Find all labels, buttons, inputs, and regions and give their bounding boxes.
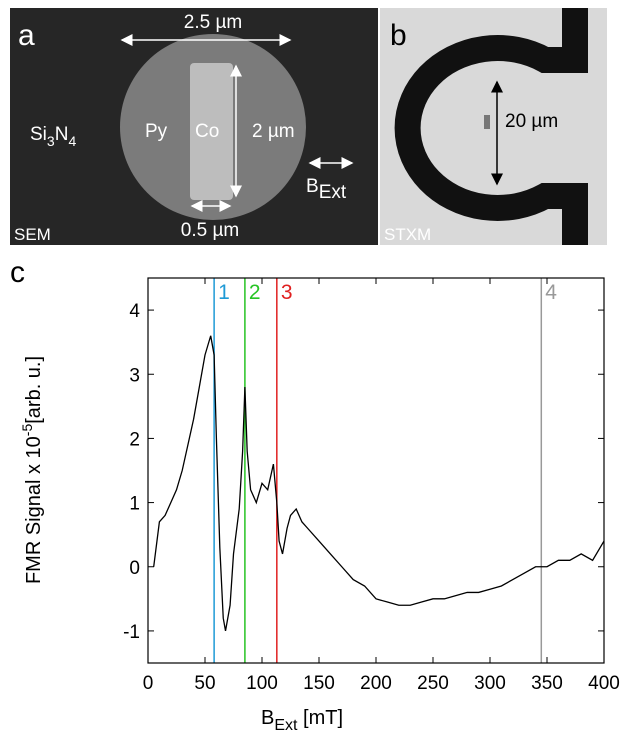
- x-tick-label: 250: [417, 673, 449, 694]
- y-tick-label: 3: [129, 365, 140, 386]
- data-line: [153, 335, 605, 632]
- y-tick-label: 4: [129, 301, 140, 322]
- x-tick-label: 100: [246, 673, 278, 694]
- y-tick-label: 1: [129, 494, 140, 515]
- panel-label: b: [390, 19, 407, 52]
- marker-label: 3: [281, 281, 293, 304]
- text: N: [55, 124, 69, 145]
- panel-label: c: [10, 256, 25, 289]
- y-tick-label: 2: [129, 429, 140, 450]
- x-tick-label: 300: [474, 673, 506, 694]
- x-tick-label: 350: [531, 673, 563, 694]
- annotation: BExt: [306, 176, 347, 203]
- x-tick-label: 0: [143, 673, 154, 694]
- marker-label: 2: [249, 281, 261, 304]
- stripline: [394, 8, 588, 245]
- subscript: 3: [47, 133, 55, 149]
- text: B: [261, 707, 274, 729]
- text: Si: [30, 124, 47, 145]
- annotation: 2.5 µm: [184, 12, 242, 33]
- method-label: STXM: [384, 225, 431, 244]
- y-tick-label: -1: [123, 622, 140, 643]
- x-tick-label: 400: [588, 673, 620, 694]
- text: B: [306, 176, 319, 197]
- y-tick-label: 0: [129, 558, 140, 579]
- x-axis-label: BExt [mT]: [261, 707, 343, 731]
- panel-label: a: [18, 19, 35, 52]
- text: FMR Signal x 10: [23, 436, 45, 584]
- annotation: Co: [195, 121, 219, 142]
- text: [mT]: [297, 707, 343, 729]
- method-label: SEM: [14, 225, 51, 244]
- plot-frame: [147, 277, 605, 664]
- subscript: Ext: [319, 182, 347, 203]
- annotation: 2 µm: [252, 121, 295, 142]
- panel-b: b 20 µm STXM: [380, 8, 607, 245]
- annotation: Si3N4: [30, 124, 76, 149]
- x-tick-label: 50: [194, 673, 215, 694]
- text: [arb. u.]: [23, 356, 45, 424]
- co-bar: [190, 63, 233, 200]
- y-axis-label: FMR Signal x 10-5[arb. u.]: [19, 356, 45, 584]
- x-tick-label: 200: [360, 673, 392, 694]
- subscript: 4: [68, 133, 76, 149]
- annotation: 0.5 µm: [181, 220, 239, 241]
- annotation: 20 µm: [505, 111, 558, 132]
- superscript: -5: [19, 424, 35, 437]
- annotation: Py: [145, 121, 168, 142]
- marker-label: 1: [218, 281, 230, 304]
- x-tick-label: 150: [303, 673, 335, 694]
- panel-a: a 2.5 µm Si3N4 Py Co 2 µm BExt 0.5 µm SE…: [10, 8, 378, 245]
- marker-label: 4: [545, 281, 557, 304]
- subscript: Ext: [274, 717, 298, 731]
- sample: [484, 115, 490, 129]
